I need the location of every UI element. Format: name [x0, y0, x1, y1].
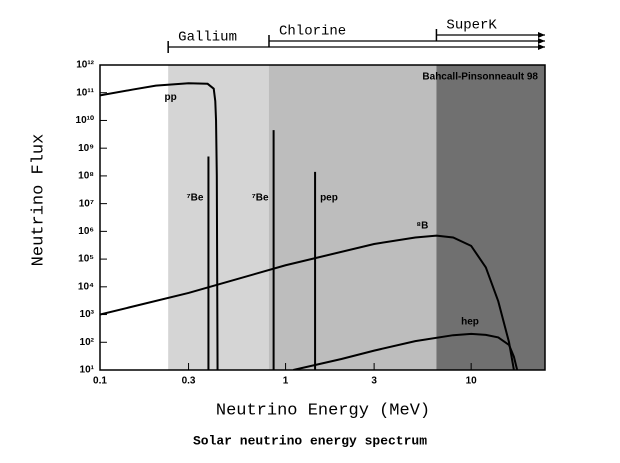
y-tick-label: 10¹	[80, 365, 95, 376]
y-tick-label: 10¹²	[76, 60, 94, 71]
y-tick-label: 10¹¹	[76, 87, 94, 98]
arrow-head	[538, 44, 545, 50]
curve-label: hep	[461, 317, 479, 328]
x-axis-title: Neutrino Energy (MeV)	[216, 401, 430, 420]
y-tick-label: 10⁹	[78, 143, 94, 154]
region-label: SuperK	[446, 18, 497, 34]
curve	[293, 332, 519, 370]
y-axis-title: Neutrino Flux	[29, 134, 48, 267]
region-label: Gallium	[178, 30, 237, 46]
x-tick-label: 10	[466, 376, 478, 387]
line-label: ⁷Be	[187, 192, 204, 203]
x-tick-label: 3	[371, 376, 377, 387]
annotation: Bahcall-Pinsonneault 98	[422, 72, 538, 83]
region	[436, 65, 545, 370]
arrow-head	[538, 38, 545, 44]
curve-label: ⁸B	[416, 220, 428, 231]
y-tick-label: 10⁶	[78, 226, 94, 237]
curve	[100, 82, 219, 370]
region-label: Chlorine	[279, 24, 346, 40]
region	[168, 65, 269, 370]
y-tick-label: 10⁸	[78, 171, 94, 182]
y-tick-label: 10³	[80, 309, 95, 320]
y-tick-label: 10¹⁰	[76, 115, 94, 126]
x-tick-label: 0.1	[93, 376, 107, 387]
x-tick-label: 1	[283, 376, 289, 387]
y-tick-label: 10⁷	[79, 198, 94, 209]
y-tick-label: 10²	[80, 337, 95, 348]
region	[268, 65, 437, 370]
line-label: ⁷Be	[252, 192, 269, 203]
curve-label: pp	[165, 92, 177, 103]
arrow-head	[538, 32, 545, 38]
y-tick-label: 10⁵	[78, 254, 94, 265]
line-label: pep	[320, 192, 338, 203]
curve	[100, 234, 515, 370]
plot-frame	[99, 64, 546, 371]
caption: Solar neutrino energy spectrum	[193, 433, 427, 448]
y-tick-label: 10⁴	[78, 281, 94, 292]
background-layer	[168, 65, 545, 370]
x-tick-label: 0.3	[182, 376, 196, 387]
